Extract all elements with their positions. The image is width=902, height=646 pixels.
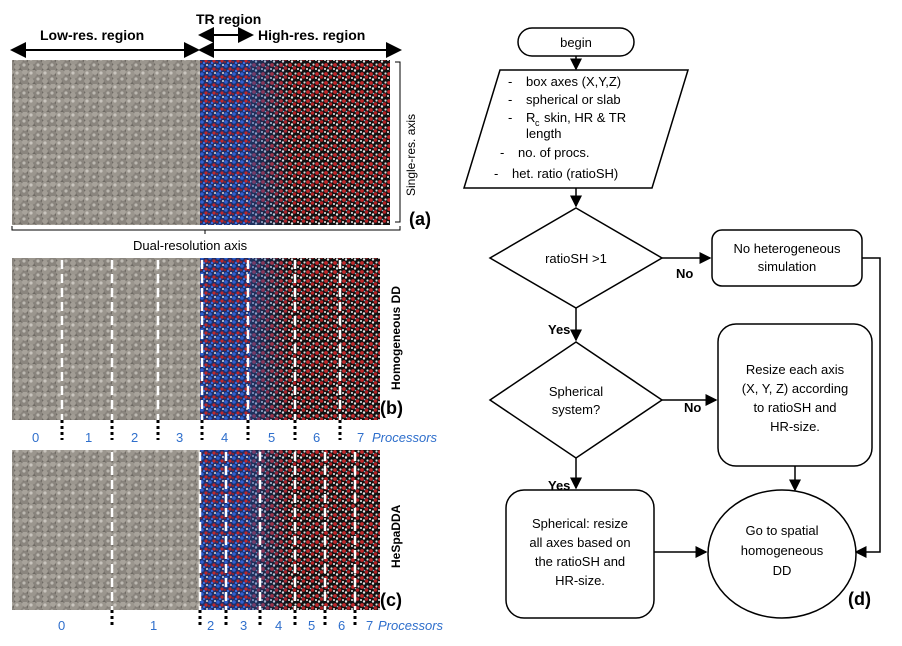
no-hetero-line-0: No heterogeneous xyxy=(734,241,841,256)
spherical-resize-line-2: the ratioSH and xyxy=(535,554,625,569)
high-res-header: High-res. region xyxy=(258,27,365,43)
proc-b-5: 5 xyxy=(268,430,275,445)
hespadda-label: HeSpaDDA xyxy=(389,504,403,568)
input-item-4: no. of procs. xyxy=(518,145,590,160)
spherical-resize-box xyxy=(505,489,655,619)
spherical-resize-line-3: HR-size. xyxy=(555,573,605,588)
resize-axis-line-2: to ratioSH and xyxy=(753,400,836,415)
panel-a-label: (a) xyxy=(409,209,431,229)
svg-text:-: - xyxy=(508,110,512,125)
panel-b-simulation-box xyxy=(12,258,380,420)
processors-label-c: Processors xyxy=(378,618,444,633)
spherical-resize-line-1: all axes based on xyxy=(529,535,630,550)
decision-spherical-line-0: Spherical xyxy=(549,384,603,399)
goto-line-2: DD xyxy=(773,563,792,578)
no-label-2: No xyxy=(684,400,701,415)
panel-a-simulation-box xyxy=(12,60,390,225)
panel-d-label: (d) xyxy=(848,589,871,609)
panel-b-domain-boundaries xyxy=(60,260,342,420)
flowchart: begin - box axes (X,Y,Z) - spherical or … xyxy=(462,27,881,619)
begin-text: begin xyxy=(560,35,592,50)
proc-b-6: 6 xyxy=(313,430,320,445)
proc-c-3: 3 xyxy=(240,618,247,633)
panel-c-processor-numbers: 0 1 2 3 4 5 6 7 Processors xyxy=(58,618,444,633)
input-item-1: spherical or slab xyxy=(526,92,621,107)
panel-c-simulation-box xyxy=(12,450,380,610)
proc-c-4: 4 xyxy=(275,618,282,633)
svg-text:-: - xyxy=(508,92,512,107)
panel-b-domain-ticks xyxy=(60,420,342,440)
panel-b-label: (b) xyxy=(380,398,403,418)
resize-axis-line-3: HR-size. xyxy=(770,419,820,434)
decision-ratio-text: ratioSH >1 xyxy=(545,251,607,266)
decision-spherical xyxy=(488,341,664,459)
goto-line-1: homogeneous xyxy=(741,543,824,558)
resize-axis-line-0: Resize each axis xyxy=(746,362,845,377)
input-item-5: het. ratio (ratioSH) xyxy=(512,166,618,181)
proc-b-2: 2 xyxy=(131,430,138,445)
svg-text:-: - xyxy=(500,145,504,160)
no-heterogeneous-box xyxy=(711,229,863,287)
rc-symbol: R xyxy=(526,110,535,125)
proc-c-1: 1 xyxy=(150,618,157,633)
processors-label-b: Processors xyxy=(372,430,438,445)
rc-sub: c xyxy=(535,118,540,128)
yes-label-1: Yes xyxy=(548,322,570,337)
input-item-0: box axes (X,Y,Z) xyxy=(526,74,621,89)
proc-b-0: 0 xyxy=(32,430,39,445)
proc-c-0: 0 xyxy=(58,618,65,633)
no-label-1: No xyxy=(676,266,693,281)
goto-line-0: Go to spatial xyxy=(746,523,819,538)
single-res-bracket xyxy=(395,61,401,223)
low-res-header: Low-res. region xyxy=(40,27,144,43)
decision-spherical-line-1: system? xyxy=(552,402,600,417)
input-item-2: skin, HR & TR xyxy=(544,110,626,125)
panel-c-domain-ticks xyxy=(110,610,357,628)
input-item-3: length xyxy=(526,126,561,141)
proc-c-7: 7 xyxy=(366,618,373,633)
no-hetero-line-1: simulation xyxy=(758,259,817,274)
svg-text:-: - xyxy=(494,166,498,181)
panel-c-domain-boundaries xyxy=(110,452,357,610)
dual-res-axis-label: Dual-resolution axis xyxy=(133,238,248,253)
panel-b-processor-numbers: 0 1 2 3 4 5 6 7 Processors xyxy=(32,430,438,445)
goto-ellipse xyxy=(707,489,857,619)
spherical-resize-line-0: Spherical: resize xyxy=(532,516,628,531)
proc-b-4: 4 xyxy=(221,430,228,445)
svg-text:-: - xyxy=(508,74,512,89)
proc-b-1: 1 xyxy=(85,430,92,445)
proc-b-7: 7 xyxy=(357,430,364,445)
proc-c-2: 2 xyxy=(207,618,214,633)
tr-header: TR region xyxy=(196,11,261,27)
proc-c-5: 5 xyxy=(308,618,315,633)
dual-res-bracket xyxy=(11,226,401,231)
homogeneous-dd-label: Homogeneous DD xyxy=(389,286,403,390)
input-list: - box axes (X,Y,Z) - spherical or slab -… xyxy=(494,74,626,181)
panel-c-label: (c) xyxy=(380,590,402,610)
proc-c-6: 6 xyxy=(338,618,345,633)
input-parallelogram xyxy=(462,69,690,189)
proc-b-3: 3 xyxy=(176,430,183,445)
resize-axis-line-1: (X, Y, Z) according xyxy=(742,381,848,396)
single-res-axis-label: Single-res. axis xyxy=(404,114,418,196)
